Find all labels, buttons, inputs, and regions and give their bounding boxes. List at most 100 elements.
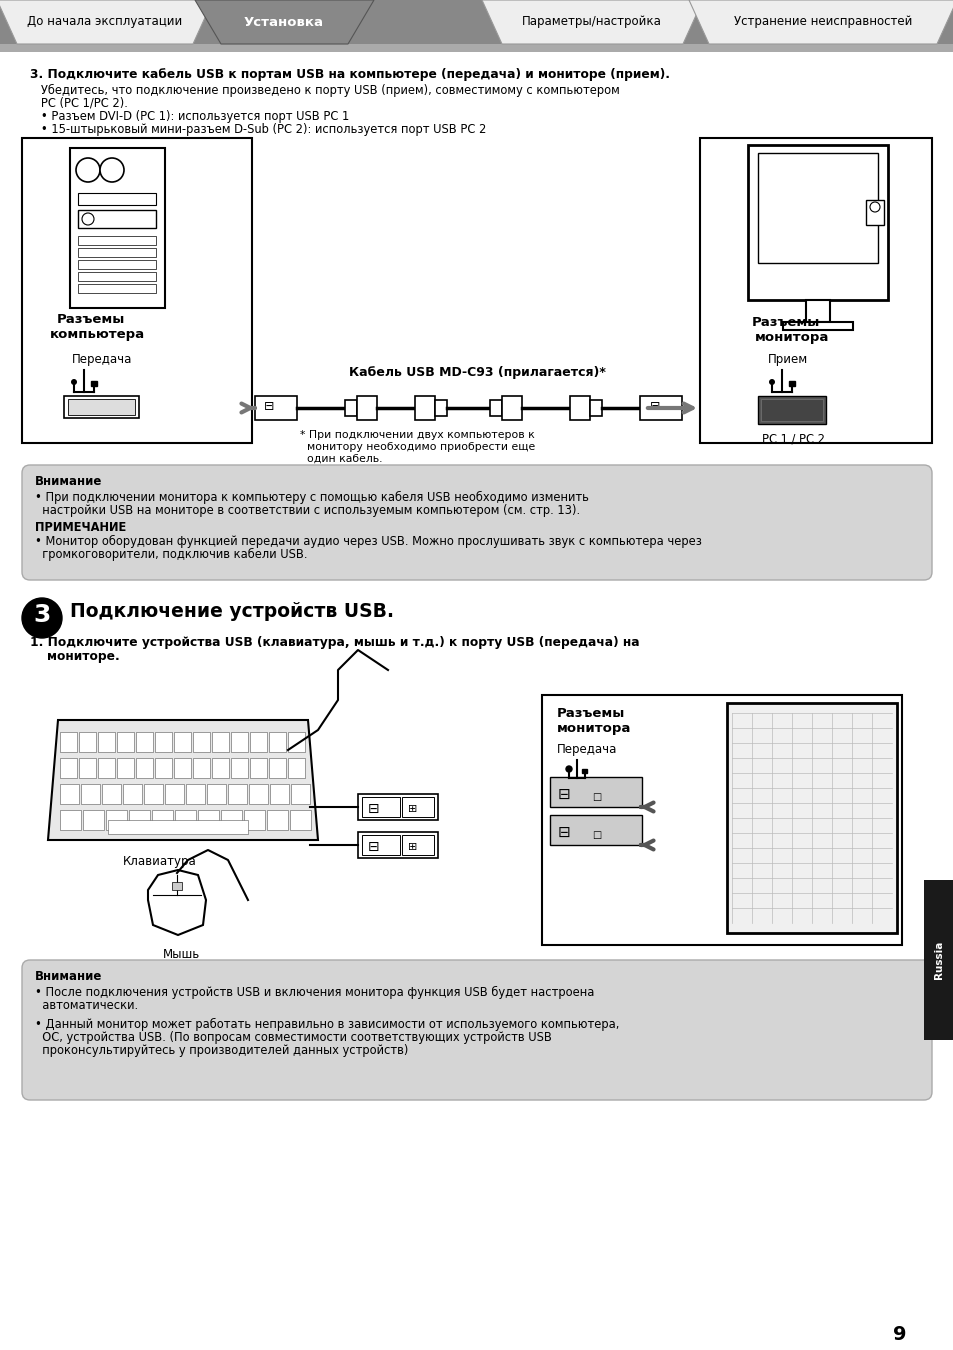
Bar	[700, 138, 931, 443]
Bar	[173, 732, 191, 752]
Bar	[108, 819, 248, 834]
Bar	[290, 810, 311, 830]
Text: Подключение устройств USB.: Подключение устройств USB.	[70, 602, 394, 621]
Bar	[60, 757, 77, 778]
Text: настройки USB на мониторе в соответствии с используемым компьютером (см. стр. 13: настройки USB на мониторе в соответствии…	[35, 504, 579, 517]
Bar	[117, 732, 133, 752]
Text: один кабель.: один кабель.	[299, 454, 382, 464]
Polygon shape	[148, 869, 206, 936]
Bar	[154, 732, 172, 752]
Circle shape	[869, 202, 879, 212]
Text: проконсультируйтесь у производителей данных устройств): проконсультируйтесь у производителей дан…	[35, 1044, 408, 1057]
Text: 3. Подключите кабель USB к портам USB на компьютере (передача) и мониторе (прием: 3. Подключите кабель USB к портам USB на…	[30, 68, 669, 81]
Bar	[193, 757, 210, 778]
Bar	[136, 757, 152, 778]
Bar	[22, 138, 252, 443]
Text: • После подключения устройств USB и включения монитора функция USB будет настрое: • После подключения устройств USB и вклю…	[35, 986, 594, 999]
Text: Внимание: Внимание	[35, 475, 102, 487]
Polygon shape	[48, 720, 317, 840]
Bar	[639, 396, 681, 420]
Bar	[244, 810, 265, 830]
Text: громкоговорители, подключив кабели USB.: громкоговорители, подключив кабели USB.	[35, 548, 307, 562]
Bar	[231, 732, 248, 752]
Text: ⊞: ⊞	[408, 842, 417, 852]
Bar	[186, 784, 205, 805]
Text: 3: 3	[33, 603, 51, 626]
Text: Кабель USB MD-C93 (прилагается)*: Кабель USB MD-C93 (прилагается)*	[348, 366, 605, 379]
Bar	[123, 784, 142, 805]
Circle shape	[82, 213, 94, 225]
Bar	[345, 400, 356, 416]
Text: монитора: монитора	[557, 722, 631, 734]
Circle shape	[22, 598, 62, 639]
Text: • При подключении монитора к компьютеру с помощью кабеля USB необходимо изменить: • При подключении монитора к компьютеру …	[35, 491, 588, 504]
Text: Установка: Установка	[244, 15, 324, 28]
Bar	[550, 778, 641, 807]
Text: • Монитор оборудован функцией передачи аудио через USB. Можно прослушивать звук : • Монитор оборудован функцией передачи а…	[35, 535, 701, 548]
Bar	[129, 810, 150, 830]
Bar	[288, 757, 305, 778]
Bar	[865, 200, 883, 225]
Bar	[747, 144, 887, 300]
Text: Разъемы: Разъемы	[751, 316, 820, 329]
Bar	[228, 784, 247, 805]
Bar	[78, 271, 156, 281]
Bar	[923, 880, 953, 1040]
Text: • Данный монитор может работать неправильно в зависимости от используемого компь: • Данный монитор может работать неправил…	[35, 1018, 618, 1031]
Text: • 15-штырьковый мини-разъем D-Sub (PC 2): используется порт USB PC 2: • 15-штырьковый мини-разъем D-Sub (PC 2)…	[30, 123, 486, 136]
Text: До начала эксплуатации: До начала эксплуатации	[28, 15, 182, 28]
Bar	[782, 323, 852, 329]
Text: Мышь: Мышь	[163, 948, 200, 961]
Bar	[401, 836, 434, 855]
Text: PC (PC 1/PC 2).: PC (PC 1/PC 2).	[30, 97, 128, 109]
Bar	[356, 396, 376, 420]
Bar	[78, 261, 156, 269]
Bar	[154, 757, 172, 778]
Text: * При подключении двух компьютеров к: * При подключении двух компьютеров к	[299, 431, 535, 440]
Text: Russia: Russia	[933, 941, 943, 979]
Bar	[60, 784, 79, 805]
Bar	[79, 732, 96, 752]
Bar	[401, 796, 434, 817]
Bar	[212, 732, 229, 752]
Bar	[269, 732, 286, 752]
Bar	[541, 695, 901, 945]
Text: Передача: Передача	[557, 743, 617, 756]
Bar	[70, 148, 165, 308]
Bar	[250, 732, 267, 752]
Text: монитору необходимо приобрести еще: монитору необходимо приобрести еще	[299, 441, 535, 452]
Bar	[60, 810, 81, 830]
Text: ⊟: ⊟	[649, 401, 659, 413]
Bar	[726, 703, 896, 933]
Bar	[270, 784, 289, 805]
Bar	[81, 784, 100, 805]
Bar	[198, 810, 219, 830]
Text: □: □	[592, 830, 600, 840]
Bar	[172, 882, 182, 890]
Text: Клавиатура: Клавиатура	[123, 855, 196, 868]
Bar	[269, 757, 286, 778]
FancyBboxPatch shape	[22, 960, 931, 1100]
Circle shape	[768, 379, 774, 385]
Circle shape	[565, 765, 572, 772]
Bar	[144, 784, 163, 805]
Text: ⊟: ⊟	[368, 840, 379, 855]
Bar	[68, 400, 135, 414]
Bar	[83, 810, 104, 830]
Bar	[805, 300, 829, 323]
Bar	[250, 757, 267, 778]
FancyBboxPatch shape	[22, 464, 931, 580]
Bar	[758, 396, 825, 424]
Text: мониторе.: мониторе.	[30, 649, 120, 663]
Polygon shape	[194, 0, 374, 45]
Bar	[361, 836, 399, 855]
Text: Внимание: Внимание	[35, 971, 102, 983]
Bar	[78, 284, 156, 293]
Bar	[78, 193, 156, 205]
Text: 1. Подключите устройства USB (клавиатура, мышь и т.д.) к порту USB (передача) на: 1. Подключите устройства USB (клавиатура…	[30, 636, 639, 649]
Bar	[569, 396, 589, 420]
Text: □: □	[592, 792, 600, 802]
Text: ⊟: ⊟	[558, 825, 570, 840]
Bar	[117, 757, 133, 778]
Text: Устранение неисправностей: Устранение неисправностей	[733, 15, 911, 28]
